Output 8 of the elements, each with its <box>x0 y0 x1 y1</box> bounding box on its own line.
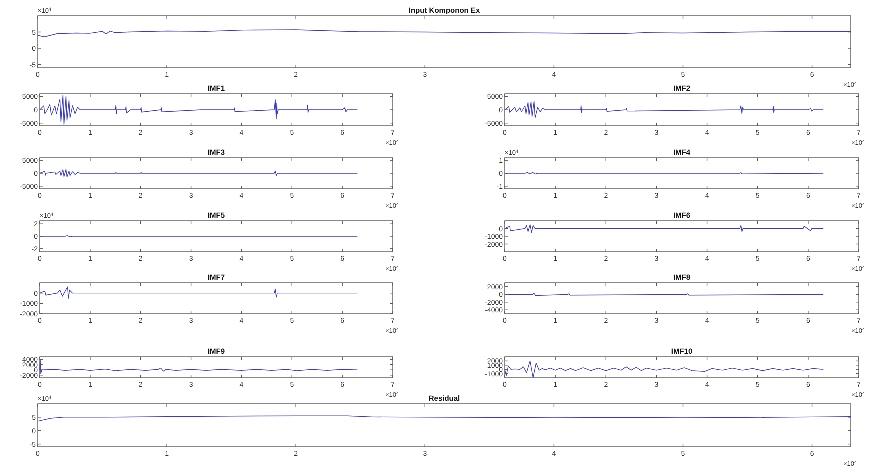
line-series <box>504 224 824 233</box>
line-series <box>504 101 824 118</box>
line-series <box>40 169 358 178</box>
line-series <box>40 359 358 374</box>
line-series <box>38 30 852 38</box>
line-series <box>40 286 358 299</box>
line-series <box>40 94 358 126</box>
line-series <box>504 360 824 378</box>
